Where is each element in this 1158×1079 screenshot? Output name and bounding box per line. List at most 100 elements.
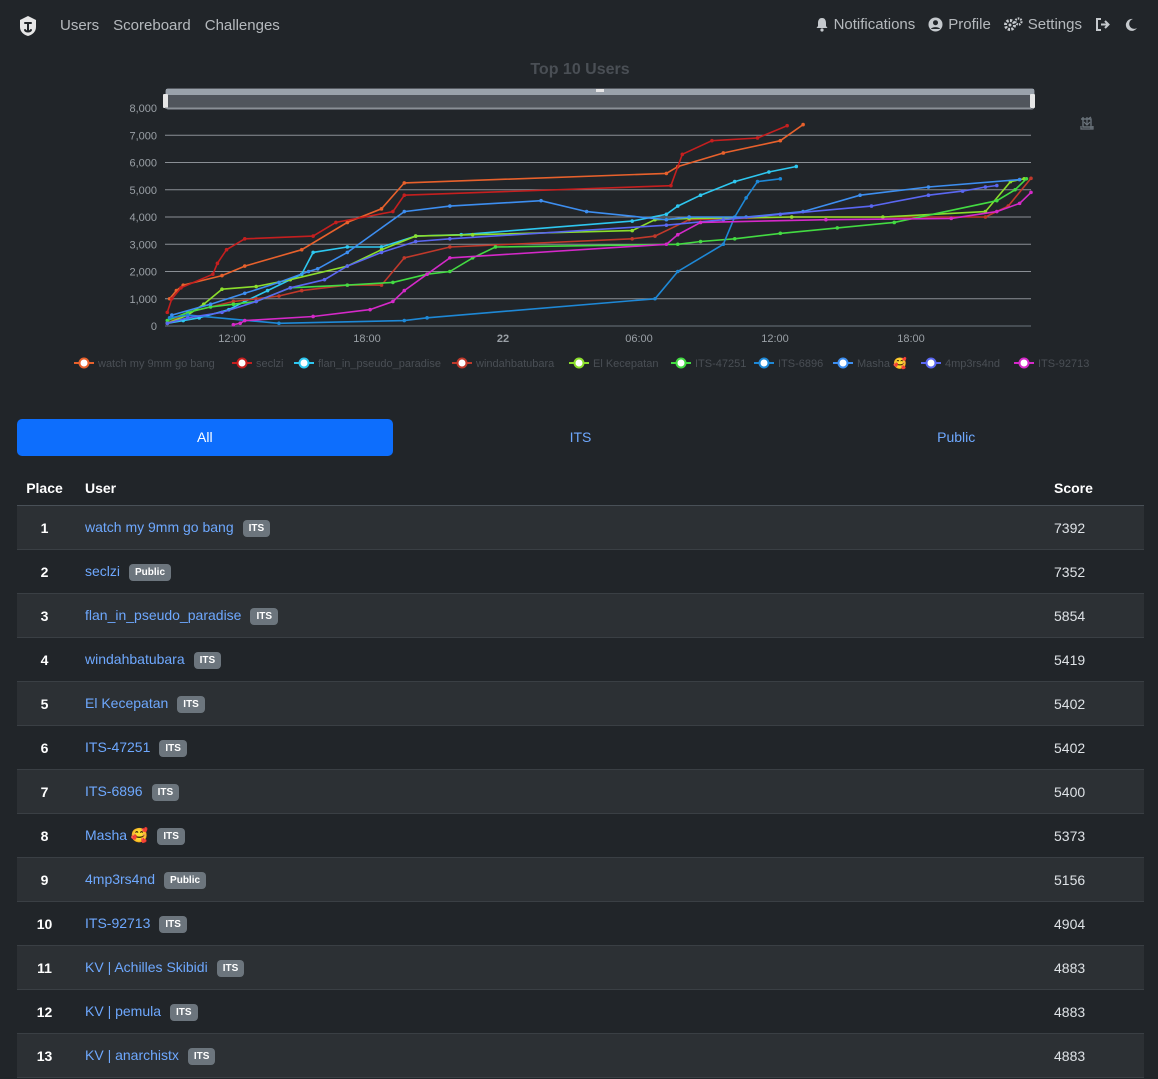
data-point — [391, 299, 395, 304]
user-link[interactable]: watch my 9mm go bang — [85, 518, 234, 535]
legend-label[interactable]: Masha 🥰 — [857, 356, 907, 370]
legend-swatch-marker — [925, 357, 937, 369]
data-point — [926, 185, 931, 189]
nav-notifications-link[interactable]: Notifications — [815, 16, 915, 33]
data-point — [231, 322, 236, 327]
user-cell: 4mp3rs4nd Public — [72, 857, 1054, 902]
data-point — [675, 242, 680, 247]
legend-label[interactable]: ITS-6896 — [778, 358, 823, 370]
data-point — [675, 204, 680, 208]
data-point — [698, 239, 703, 244]
user-link[interactable]: KV | pemula — [85, 1002, 162, 1019]
bracket-badge: ITS — [159, 915, 187, 933]
data-point — [789, 215, 794, 219]
data-point — [402, 288, 407, 293]
x-tick-label: 12:00 — [218, 333, 246, 345]
series-1 — [165, 123, 789, 315]
data-point — [755, 179, 760, 184]
data-point — [995, 183, 999, 188]
data-point — [539, 198, 543, 203]
legend-label[interactable]: ITS-92713 — [1038, 358, 1089, 370]
download-icon[interactable] — [1080, 116, 1138, 130]
data-point — [732, 179, 737, 184]
zoom-slider-left-handle[interactable] — [163, 94, 168, 108]
user-link[interactable]: windahbatubara — [85, 650, 185, 667]
user-link[interactable]: Masha 🥰 — [85, 826, 149, 843]
data-point — [1029, 190, 1033, 195]
legend-label[interactable]: watch my 9mm go bang — [97, 358, 215, 370]
data-point — [391, 209, 395, 214]
nav-users-link[interactable]: Users — [60, 17, 100, 34]
legend-label[interactable]: seclzi — [256, 358, 284, 370]
user-link[interactable]: ITS-47251 — [85, 738, 151, 755]
nav-scoreboard-link[interactable]: Scoreboard — [113, 17, 191, 34]
data-point — [242, 291, 247, 296]
zoom-slider-grip[interactable] — [596, 89, 604, 92]
data-point — [1017, 201, 1022, 206]
legend-label[interactable]: ITS-47251 — [695, 358, 746, 370]
nav-settings-label: Settings — [1027, 16, 1082, 33]
data-point — [299, 247, 304, 252]
series-9 — [231, 190, 1033, 327]
data-point — [983, 185, 988, 189]
legend-label[interactable]: flan_in_pseudo_paradise — [318, 358, 441, 370]
user-cell: watch my 9mm go bang ITS — [72, 505, 1054, 550]
user-link[interactable]: KV | Achilles Skibidi — [85, 958, 208, 975]
legend-swatch-marker — [298, 357, 310, 369]
data-point — [211, 272, 215, 277]
data-point — [881, 215, 885, 219]
nav-profile-label: Profile — [948, 16, 991, 33]
data-point — [698, 220, 703, 225]
user-link[interactable]: ITS-92713 — [85, 914, 151, 931]
score-cell: 5373 — [1054, 813, 1144, 858]
y-tick-label: 4,000 — [129, 212, 157, 224]
bracket-badge: ITS — [193, 651, 222, 669]
data-point — [448, 204, 452, 208]
nav-settings-link[interactable]: Settings — [1003, 16, 1082, 33]
series-0 — [167, 122, 805, 301]
data-point — [379, 283, 384, 287]
logout-link[interactable] — [1095, 17, 1111, 32]
user-link[interactable]: ITS-6896 — [85, 782, 143, 799]
nav-challenges-link[interactable]: Challenges — [204, 17, 280, 34]
data-point — [208, 302, 213, 306]
user-circle-icon — [928, 17, 943, 32]
data-point — [664, 171, 669, 176]
score-cell: 5419 — [1054, 637, 1144, 682]
place-cell: 11 — [17, 945, 72, 990]
legend-label[interactable]: El Kecepatan — [593, 358, 658, 370]
series-line — [169, 178, 781, 325]
chart-title: Top 10 Users — [530, 61, 629, 78]
legend-label[interactable]: windahbatubara — [475, 358, 555, 370]
score-cell: 5400 — [1054, 769, 1144, 814]
place-cell: 3 — [17, 593, 72, 638]
tab-public[interactable]: Public — [937, 429, 976, 445]
series-line — [168, 123, 804, 300]
user-link[interactable]: flan_in_pseudo_paradise — [85, 606, 242, 623]
data-point — [311, 250, 315, 255]
nav-profile-link[interactable]: Profile — [928, 16, 991, 33]
user-link[interactable]: 4mp3rs4nd — [85, 870, 156, 887]
user-link[interactable]: seclzi — [85, 562, 121, 579]
bracket-badge: ITS — [242, 519, 271, 537]
tab-all[interactable]: All — [17, 419, 393, 456]
theme-toggle-button[interactable] — [1124, 18, 1138, 32]
data-point — [767, 170, 771, 174]
data-point — [242, 318, 247, 323]
tab-its[interactable]: ITS — [569, 429, 592, 445]
legend-label[interactable]: 4mp3rs4nd — [945, 358, 1000, 370]
zoom-reset-icon[interactable] — [1081, 116, 1116, 130]
score-cell: 4883 — [1054, 989, 1144, 1034]
user-link[interactable]: El Kecepatan — [85, 694, 169, 711]
user-link[interactable]: KV | anarchistx — [85, 1046, 179, 1063]
user-cell: Masha 🥰 ITS — [72, 813, 1054, 858]
zoom-slider-right-handle[interactable] — [1030, 94, 1035, 108]
ctfd-logo-icon[interactable] — [18, 15, 38, 37]
moon-icon — [1125, 18, 1137, 31]
series-line — [166, 124, 788, 313]
data-point — [299, 288, 304, 293]
data-point — [630, 228, 634, 233]
data-point — [311, 234, 315, 238]
table-row: 1 watch my 9mm go bang ITS 7392 — [17, 505, 1144, 550]
user-cell: KV | pemula ITS — [72, 989, 1054, 1034]
